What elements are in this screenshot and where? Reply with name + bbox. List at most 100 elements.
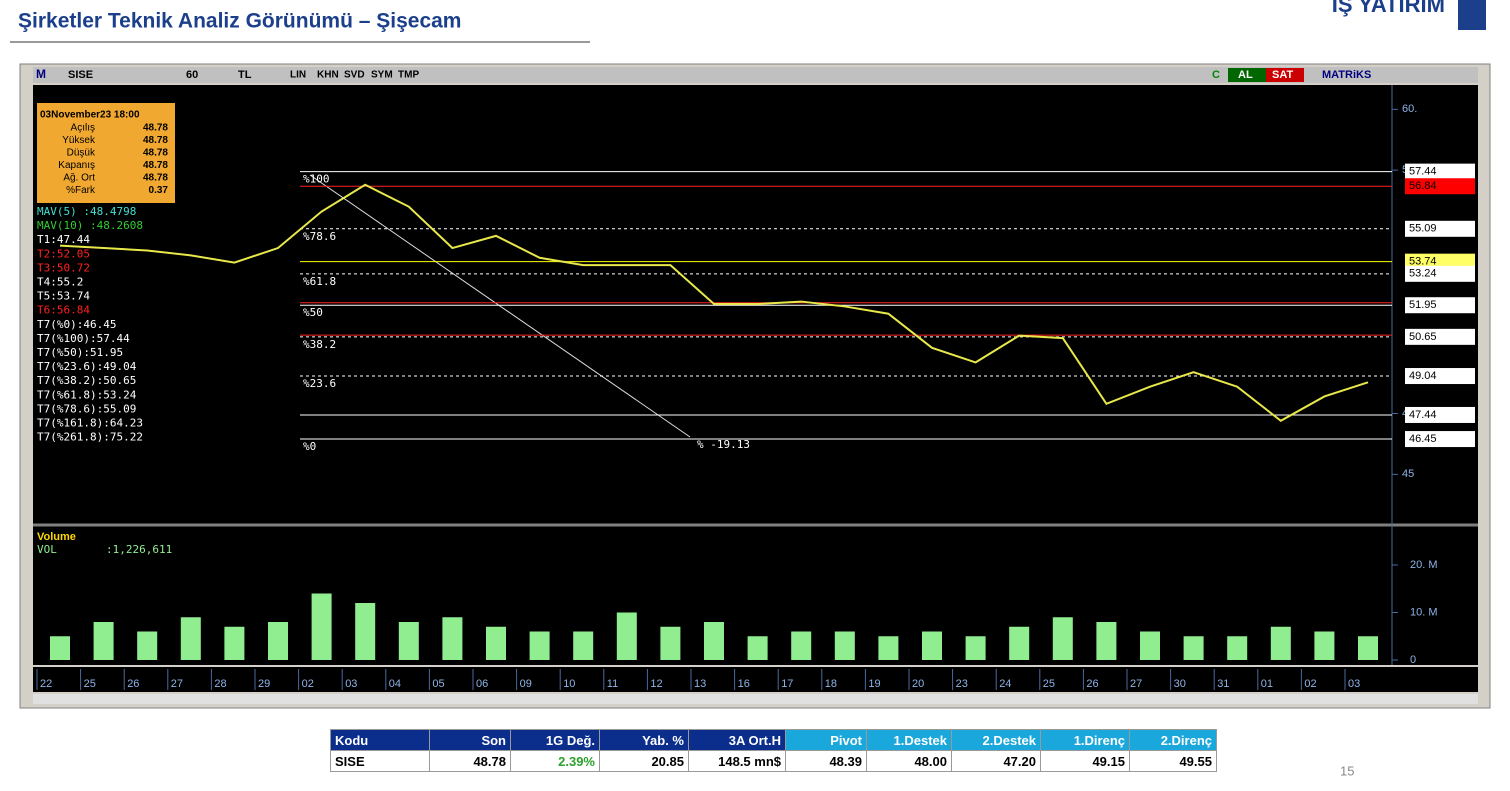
volume-bar [93,622,114,660]
volume-bar [922,631,942,660]
data-cell: 20.85 [599,750,689,772]
date-label: 19 [868,678,880,690]
info-value: 48.78 [143,135,168,146]
info-value: 0.37 [149,185,169,196]
volume-bar [1009,626,1030,660]
data-cell: 47.20 [951,750,1041,772]
indicator-label: MAV(10) :48.2608 [37,219,143,232]
volume-bar [268,622,288,660]
info-box [37,103,175,203]
level-box [1405,297,1475,314]
volume-bar [398,622,419,660]
indicator-label: T5:53.74 [37,290,90,303]
volume-value: :1,226,611 [106,543,172,556]
volume-bar [50,636,70,660]
date-label: 06 [476,678,488,690]
volume-bar [747,636,768,660]
data-cell: 48.78 [429,750,511,772]
header-cell: 1G Değ. [510,729,600,751]
logo-icon [1458,0,1486,30]
level-label: 51.95 [1409,299,1437,311]
header-cell: 2.Destek [951,729,1041,751]
level-box [1405,328,1475,345]
volume-bar [486,626,506,660]
indicator-label: T7(%78.6):55.09 [37,402,136,415]
volume-bar [1314,631,1335,660]
header-cell: 2.Direnç [1129,729,1217,751]
date-label: 05 [432,678,444,690]
data-cell: 48.39 [785,750,867,772]
indicator-label: T7(%161.8):64.23 [37,417,143,430]
y-tick-label: 20. M [1410,559,1438,571]
volume-bar [1227,636,1248,660]
info-value: 48.78 [143,148,168,159]
symbol: SISE [68,69,93,81]
level-label: 55.09 [1409,223,1437,235]
volume-bar [878,636,899,660]
level-label: 53.24 [1409,268,1437,280]
level-box [1405,406,1475,423]
date-label: 24 [999,678,1011,690]
header-cell: Son [429,729,511,751]
level-label: 56.84 [1409,180,1437,192]
fib-label: %50 [303,306,323,319]
date-label: 20 [912,678,924,690]
date-label: 04 [389,678,401,690]
refresh-button: C [1212,69,1220,81]
indicator-label: T7(%100):57.44 [37,332,130,345]
currency: TL [238,69,252,81]
indicator-label: T7(%23.6):49.04 [37,360,137,373]
date-label: 28 [214,678,226,690]
brand: MATRiKS [1322,69,1371,81]
info-key: Düşük [67,148,96,159]
info-key: Açılış [71,123,95,134]
data-cell: 48.00 [866,750,952,772]
volume-bar [355,603,376,660]
volume-label: VOL [37,543,57,556]
level-box [1405,265,1475,282]
volume-bar [311,593,332,660]
buy-button: AL [1238,69,1253,81]
data-row: SISE 48.78 2.39% 20.85 148.5 mn$ 48.39 48.00 47… [330,750,1217,772]
level-box [1405,178,1475,195]
volume-bar [573,631,594,660]
data-cell: 148.5 mn$ [688,750,786,772]
volume-bar [704,622,724,660]
info-value: 48.78 [143,173,168,184]
info-key: %Fark [66,185,96,196]
logo-text: İŞ YATIRIM [1332,0,1445,17]
date-label: 29 [258,678,270,690]
trend-line [309,174,691,438]
volume-bar [224,626,245,660]
volume-title: Volume [37,531,76,543]
date-label: 09 [520,678,532,690]
date-label: 22 [40,678,52,690]
indicator-label: T7(%50):51.95 [37,346,123,359]
header-cell: Yab. % [599,729,689,751]
date-label: 30 [1174,678,1186,690]
toolbar-button: TMP [398,70,419,81]
indicator-label: T6:56.84 [37,304,90,317]
level-label: 49.04 [1409,370,1437,382]
level-label: 50.65 [1409,331,1437,343]
indicator-label: T4:55.2 [37,276,83,289]
date-label: 25 [1043,678,1055,690]
date-label: 11 [607,678,618,690]
page-number: 15 [1340,763,1354,778]
volume-bar [529,631,550,660]
volume-bar [1183,636,1204,660]
toolbar-button: KHN [317,70,339,81]
info-value: 48.78 [143,160,168,171]
sell-bg [1266,68,1304,82]
info-date: 03November23 18:00 [40,110,140,121]
level-label: 47.44 [1409,409,1437,421]
info-key: Yüksek [62,135,96,146]
date-label: 31 [1217,678,1229,690]
chart-area [33,85,1478,665]
data-cell: 49.15 [1040,750,1130,772]
date-label: 01 [1261,678,1273,690]
toolbar-button: SYM [371,70,393,81]
date-label: 10 [563,678,575,690]
y-tick-label: 45 [1402,468,1414,480]
